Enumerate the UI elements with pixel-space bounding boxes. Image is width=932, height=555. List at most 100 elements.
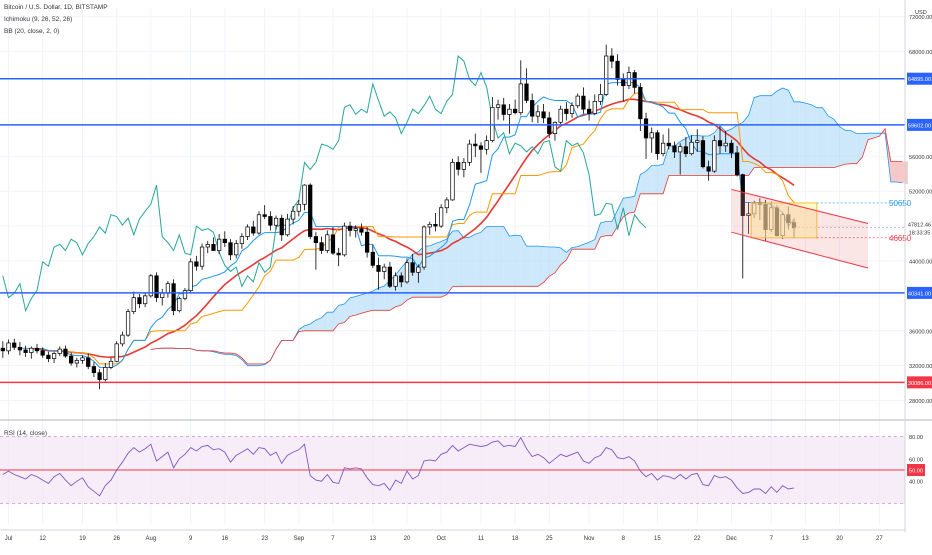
candle-down bbox=[195, 262, 199, 266]
candle-down bbox=[502, 105, 506, 115]
cloud-segment bbox=[498, 227, 504, 287]
candle-down bbox=[138, 298, 142, 304]
candle-up bbox=[274, 218, 278, 225]
cloud-segment bbox=[828, 116, 834, 168]
candle-down bbox=[12, 343, 16, 347]
candle-down bbox=[263, 215, 267, 217]
time-tick-label: Aug bbox=[145, 536, 156, 542]
candle-down bbox=[479, 146, 483, 149]
candle-down bbox=[474, 144, 478, 146]
time-tick-label: 13 bbox=[802, 536, 809, 542]
cloud-segment bbox=[766, 96, 772, 168]
price-tick-label: 56000.00 bbox=[909, 155, 932, 161]
candle-up bbox=[143, 296, 147, 304]
candle-up bbox=[206, 244, 210, 247]
candle-down bbox=[47, 355, 51, 358]
cloud-segment bbox=[680, 138, 686, 175]
cloud-segment bbox=[851, 131, 857, 164]
candle-up bbox=[217, 239, 221, 250]
cloud-segment bbox=[464, 237, 470, 286]
cloud-segment bbox=[504, 227, 510, 287]
candle-down bbox=[98, 373, 102, 380]
candle-up bbox=[121, 335, 125, 344]
candle-down bbox=[388, 267, 392, 286]
cloud-segment bbox=[367, 291, 373, 312]
cloud-segment bbox=[350, 297, 356, 317]
cloud-segment bbox=[538, 246, 544, 286]
time-tick-label: 16 bbox=[221, 536, 228, 542]
cloud-segment bbox=[794, 102, 800, 168]
candle-up bbox=[570, 106, 574, 114]
time-tick-label: 20 bbox=[836, 536, 843, 542]
cloud-segment bbox=[509, 235, 515, 286]
cloud-segment bbox=[800, 102, 806, 168]
candle-up bbox=[553, 122, 557, 133]
cloud-segment bbox=[515, 235, 521, 286]
symbol-title: Bitcoin / U.S. Dollar, 1D, BITSTAMP bbox=[4, 4, 108, 11]
candle-down bbox=[337, 253, 341, 255]
cloud-segment bbox=[373, 288, 379, 310]
candle-up bbox=[519, 84, 523, 113]
candle-up bbox=[343, 226, 347, 255]
candle-up bbox=[52, 353, 56, 358]
cloud-segment bbox=[361, 293, 367, 313]
candle-down bbox=[701, 141, 705, 167]
cloud-segment bbox=[657, 164, 663, 193]
cloud-segment bbox=[379, 286, 385, 310]
cloud-segment bbox=[327, 312, 333, 331]
candle-up bbox=[178, 298, 182, 310]
candle-up bbox=[713, 141, 717, 172]
candle-up bbox=[536, 112, 540, 116]
candle-up bbox=[485, 141, 489, 150]
candle-up bbox=[115, 344, 119, 361]
cloud-segment bbox=[470, 234, 476, 286]
time-tick-label: 26 bbox=[113, 536, 120, 542]
rsi-title: RSI (14, close) bbox=[4, 430, 47, 437]
candle-up bbox=[451, 162, 455, 200]
cloud-segment bbox=[453, 231, 459, 287]
candle-up bbox=[286, 219, 290, 235]
candle-down bbox=[530, 100, 534, 116]
candle-down bbox=[547, 118, 551, 134]
candle-up bbox=[394, 276, 398, 286]
candle-down bbox=[633, 73, 637, 88]
candle-down bbox=[308, 185, 312, 236]
candle-up bbox=[126, 312, 130, 336]
candle-up bbox=[257, 215, 261, 233]
rsi-tick-label: 40.00 bbox=[909, 480, 923, 486]
cloud-segment bbox=[481, 227, 487, 287]
cloud-segment bbox=[526, 246, 532, 286]
candle-down bbox=[644, 119, 648, 138]
candle-up bbox=[445, 200, 449, 208]
last-price-label: 47812.46 bbox=[908, 223, 931, 229]
cloud-segment bbox=[413, 252, 419, 297]
candle-down bbox=[252, 227, 256, 233]
candle-up bbox=[297, 204, 301, 211]
candle-down bbox=[667, 143, 671, 146]
candle-down bbox=[212, 244, 216, 250]
candle-down bbox=[41, 351, 45, 355]
price-annotation: 46650 bbox=[889, 234, 912, 243]
candle-down bbox=[371, 252, 375, 265]
cloud-segment bbox=[600, 222, 606, 237]
candle-down bbox=[269, 216, 273, 225]
candle-down bbox=[331, 235, 335, 253]
candle-down bbox=[314, 237, 318, 243]
candle-down bbox=[411, 263, 415, 273]
cloud-segment bbox=[532, 246, 538, 286]
rsi-level-label: 50.00 bbox=[909, 469, 923, 475]
candle-up bbox=[382, 267, 386, 271]
time-tick-label: Sep bbox=[293, 536, 304, 542]
time-tick-label: 15 bbox=[654, 536, 661, 542]
candle-down bbox=[639, 87, 643, 118]
price-tick-label: 28000.00 bbox=[909, 399, 932, 405]
cloud-segment bbox=[629, 196, 635, 213]
candle-down bbox=[18, 347, 22, 350]
price-tick-label: 72000.00 bbox=[909, 15, 932, 21]
cloud-segment bbox=[822, 108, 828, 168]
candle-up bbox=[593, 101, 597, 113]
price-tick-label: 52000.00 bbox=[909, 190, 932, 196]
time-tick-label: Jul bbox=[5, 536, 13, 542]
cloud-segment bbox=[817, 108, 823, 168]
